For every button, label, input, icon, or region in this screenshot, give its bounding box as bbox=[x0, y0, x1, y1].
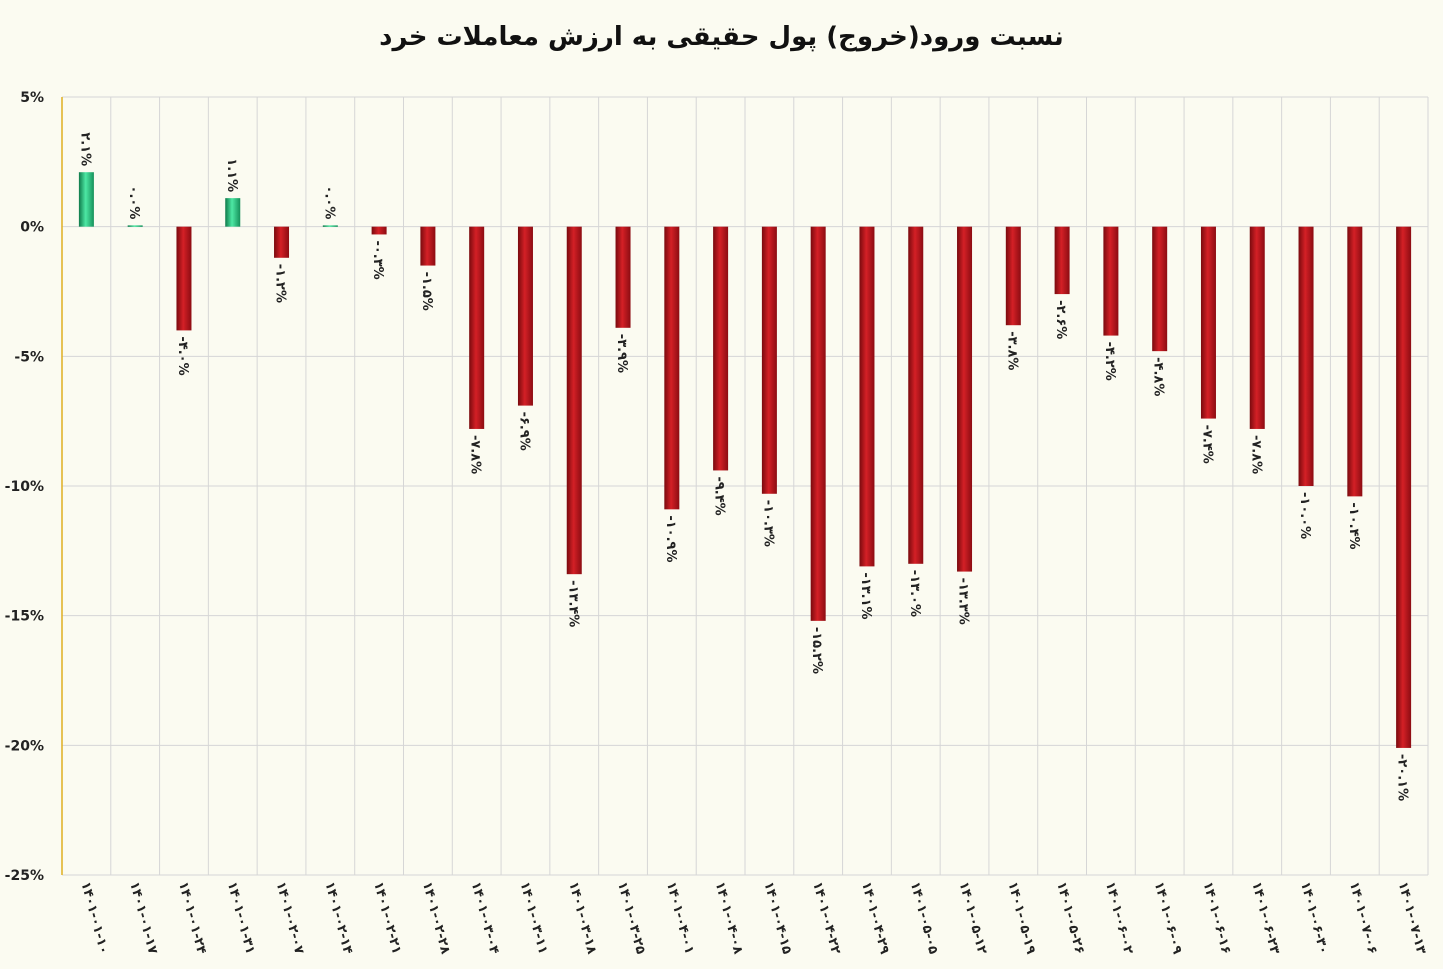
bar bbox=[859, 226, 875, 567]
x-tick-label: ۱۴۰۱-۰۷-۱۳ bbox=[1395, 880, 1429, 956]
y-tick-label: -15% bbox=[5, 609, 44, 625]
bar bbox=[420, 226, 436, 266]
y-tick-label: -25% bbox=[5, 868, 44, 884]
x-tick-label: ۱۴۰۱-۰۵-۲۶ bbox=[1053, 880, 1087, 956]
x-tick-label: ۱۴۰۱-۰۶-۱۶ bbox=[1200, 880, 1234, 956]
x-tick-label: ۱۴۰۱-۰۳-۰۴ bbox=[468, 880, 502, 956]
x-tick-label: ۱۴۰۱-۰۶-۰۲ bbox=[1102, 880, 1136, 956]
bar bbox=[1298, 226, 1314, 486]
data-label: -۳.۹% bbox=[614, 334, 629, 373]
data-label: -۷.۴% bbox=[1199, 425, 1214, 464]
x-tick-label: ۱۴۰۱-۰۳-۱۸ bbox=[565, 880, 599, 956]
data-label: -۱.۵% bbox=[419, 272, 434, 311]
bar bbox=[1005, 226, 1021, 326]
data-label: -۱۰.۹% bbox=[663, 515, 678, 562]
bar bbox=[127, 225, 143, 227]
data-label: -۷.۸% bbox=[1248, 435, 1263, 474]
x-tick-label: ۱۴۰۱-۰۵-۱۹ bbox=[1004, 880, 1038, 956]
bar bbox=[810, 226, 826, 621]
x-tick-label: ۱۴۰۱-۰۵-۱۲ bbox=[956, 880, 990, 956]
data-label: ۱.۱% bbox=[224, 158, 239, 192]
data-label: -۱۳.۰% bbox=[907, 570, 922, 617]
data-label: -۱۳.۳% bbox=[956, 578, 971, 625]
y-tick-label: 5% bbox=[20, 90, 44, 106]
axes: 5% 0% -5% -10% -15% -20% -25% bbox=[5, 90, 63, 884]
data-label: -۱۰.۳% bbox=[760, 500, 775, 547]
x-tick-label: ۱۴۰۱-۰۱-۱۷ bbox=[126, 880, 160, 956]
bar bbox=[566, 226, 582, 575]
data-label: ۰.۰% bbox=[321, 186, 336, 220]
data-label: -۴.۰% bbox=[175, 336, 190, 375]
data-label: -۱۰.۴% bbox=[1346, 502, 1361, 549]
y-tick-label: 0% bbox=[20, 220, 44, 236]
bar bbox=[957, 226, 973, 572]
bar bbox=[713, 226, 729, 471]
bar bbox=[1054, 226, 1070, 295]
data-label: -۱۳.۱% bbox=[858, 572, 873, 619]
bar bbox=[225, 198, 241, 227]
x-tick-label: ۱۴۰۱-۰۲-۱۴ bbox=[321, 880, 355, 956]
x-tick-label: ۱۴۰۱-۰۴-۱۵ bbox=[761, 880, 795, 956]
x-tick-label: ۱۴۰۱-۰۷-۰۶ bbox=[1346, 880, 1380, 956]
data-label: ۲.۱% bbox=[77, 132, 92, 166]
bar bbox=[78, 172, 94, 227]
x-tick-label: ۱۴۰۱-۰۲-۲۸ bbox=[419, 880, 453, 956]
data-label: -۹.۴% bbox=[712, 476, 727, 515]
x-tick-label: ۱۴۰۱-۰۱-۱۰ bbox=[78, 880, 112, 956]
x-tick-label: ۱۴۰۱-۰۲-۲۱ bbox=[370, 880, 404, 956]
x-tick-label: ۱۴۰۱-۰۴-۰۸ bbox=[712, 880, 746, 956]
x-tick-label: ۱۴۰۱-۰۴-۲۹ bbox=[858, 880, 892, 956]
bar bbox=[1396, 226, 1412, 748]
x-tick-label: ۱۴۰۱-۰۶-۳۰ bbox=[1297, 880, 1331, 956]
x-tick-labels: ۱۴۰۱-۰۱-۱۰ ۱۴۰۱-۰۱-۱۷ ۱۴۰۱-۰۱-۲۴ ۱۴۰۱-۰۱-۳۱… bbox=[78, 880, 1429, 956]
x-tick-label: ۱۴۰۱-۰۵-۰۵ bbox=[907, 880, 941, 956]
x-tick-label: ۱۴۰۱-۰۶-۰۹ bbox=[1151, 880, 1185, 956]
data-label: -۲.۶% bbox=[1053, 300, 1068, 339]
data-label: -۴.۲% bbox=[1102, 342, 1117, 381]
bar bbox=[322, 225, 338, 227]
y-tick-label: -20% bbox=[5, 738, 44, 754]
chart-title: نسبت ورود(خروج) پول حقیقی به ارزش معاملا… bbox=[379, 22, 1064, 52]
bar bbox=[1200, 226, 1216, 419]
x-tick-label: ۱۴۰۱-۰۴-۰۱ bbox=[663, 880, 697, 956]
data-label: -۱۳.۴% bbox=[565, 580, 580, 627]
x-tick-label: ۱۴۰۱-۰۴-۲۲ bbox=[809, 880, 843, 956]
bars bbox=[78, 172, 1412, 748]
data-label: -۶.۹% bbox=[516, 412, 531, 451]
data-label: -۲۰.۱% bbox=[1395, 754, 1410, 801]
data-label: -۳.۸% bbox=[1004, 331, 1019, 370]
x-tick-label: ۱۴۰۱-۰۱-۳۱ bbox=[224, 880, 258, 956]
bar bbox=[469, 226, 485, 429]
gridlines bbox=[61, 96, 1429, 876]
x-tick-label: ۱۴۰۱-۰۱-۲۴ bbox=[175, 880, 209, 956]
data-label: -۷.۸% bbox=[468, 435, 483, 474]
bar bbox=[1347, 226, 1363, 497]
data-label: -۱۰.۰% bbox=[1297, 492, 1312, 539]
x-tick-label: ۱۴۰۱-۰۳-۲۵ bbox=[614, 880, 648, 956]
data-label: ۰.۰% bbox=[126, 186, 141, 220]
data-label: -۱.۲% bbox=[273, 264, 288, 303]
bar bbox=[761, 226, 777, 494]
data-label: -۰.۳% bbox=[370, 240, 385, 279]
bar bbox=[908, 226, 924, 564]
bar bbox=[615, 226, 631, 328]
bar bbox=[1249, 226, 1265, 429]
data-label: -۴.۸% bbox=[1151, 357, 1166, 396]
bar bbox=[664, 226, 680, 510]
bar bbox=[1152, 226, 1168, 352]
x-tick-label: ۱۴۰۱-۰۲-۰۷ bbox=[273, 880, 307, 956]
bar bbox=[371, 226, 387, 235]
bar bbox=[274, 226, 290, 258]
bar bbox=[1103, 226, 1119, 336]
bar bbox=[517, 226, 533, 406]
x-tick-label: ۱۴۰۱-۰۳-۱۱ bbox=[517, 880, 551, 956]
y-tick-label: -10% bbox=[5, 479, 44, 495]
data-label: -۱۵.۲% bbox=[809, 627, 824, 674]
bar bbox=[176, 226, 192, 331]
data-labels: ۲.۱% ۰.۰% -۴.۰% ۱.۱% -۱.۲% ۰.۰% -۰.۳% -۱.۵% -۷.۸… bbox=[77, 132, 1409, 801]
x-tick-label: ۱۴۰۱-۰۶-۲۳ bbox=[1248, 880, 1282, 956]
y-tick-label: -5% bbox=[14, 349, 44, 365]
